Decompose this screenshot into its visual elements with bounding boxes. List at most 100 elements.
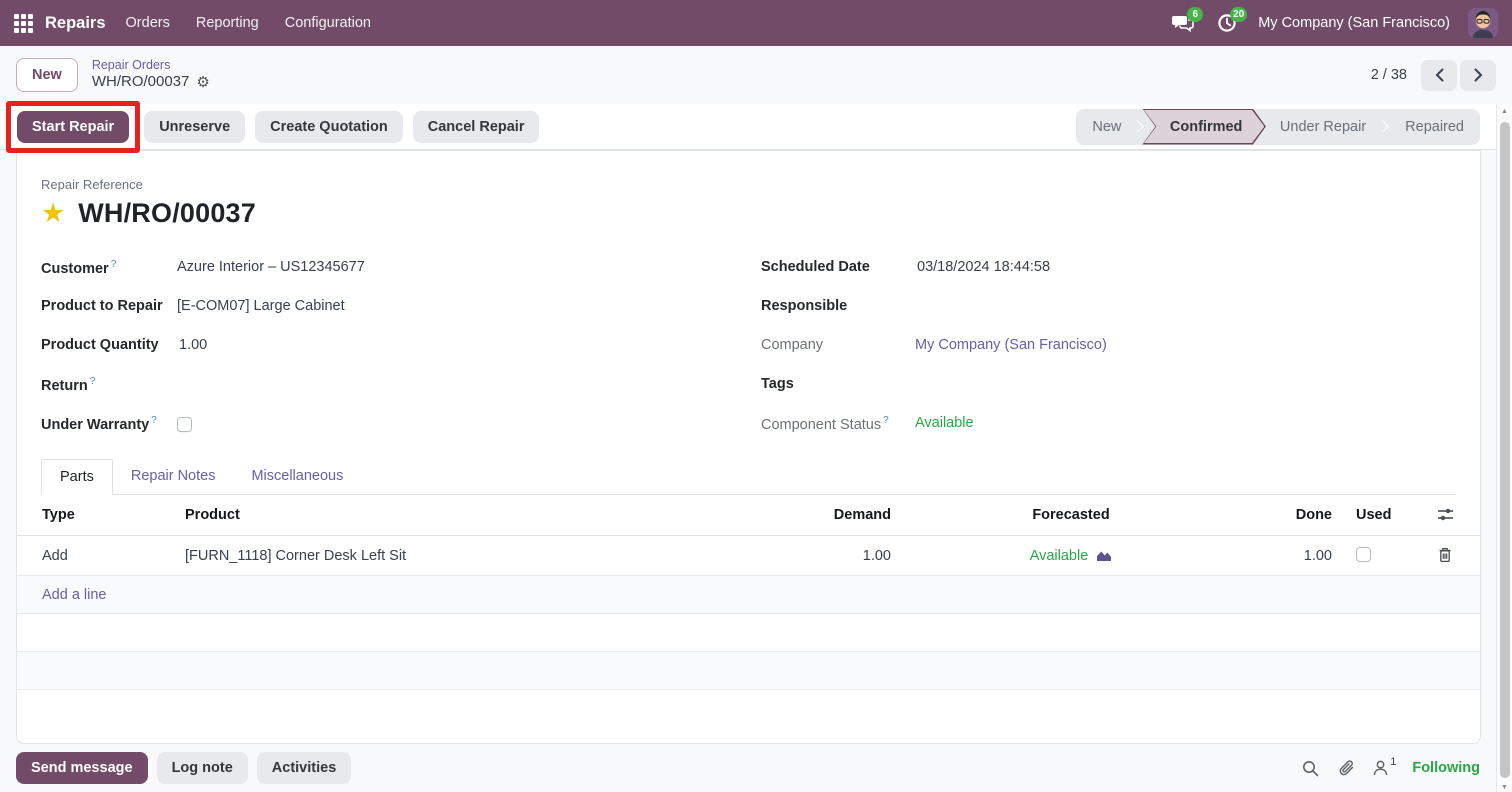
help-icon: ? — [883, 415, 889, 426]
activities-button[interactable]: 20 — [1214, 7, 1248, 35]
column-forecasted[interactable]: Forecasted — [1032, 507, 1110, 523]
chatter-bar: Send message Log note Activities 1 — [0, 744, 1496, 792]
column-demand[interactable]: Demand — [833, 507, 891, 523]
form-statusbar: Start Repair Unreserve Create Quotation … — [0, 101, 1496, 153]
scroll-down-arrow[interactable]: ▼ — [1501, 784, 1508, 791]
optional-columns-button[interactable] — [1435, 505, 1456, 524]
start-repair-button[interactable]: Start Repair — [17, 111, 130, 143]
tab-parts[interactable]: Parts — [41, 459, 113, 495]
delete-row-button[interactable] — [1436, 545, 1454, 565]
breadcrumb-current: WH/RO/00037 — [91, 73, 190, 91]
trash-icon — [1439, 547, 1451, 562]
activities-badge: 20 — [1230, 7, 1248, 22]
menu-orders[interactable]: Orders — [125, 15, 170, 31]
chevron-right-icon — [1474, 68, 1482, 82]
row-used-checkbox[interactable] — [1356, 547, 1371, 562]
notebook-tabs: Parts Repair Notes Miscellaneous — [41, 458, 1456, 495]
app-name[interactable]: Repairs — [45, 13, 106, 32]
messages-button[interactable]: 6 — [1170, 7, 1204, 35]
record-title: WH/RO/00037 — [78, 198, 256, 228]
pager-previous-button[interactable] — [1421, 59, 1457, 91]
under-warranty-checkbox[interactable] — [177, 417, 192, 432]
column-used[interactable]: Used — [1356, 507, 1392, 523]
new-button[interactable]: New — [16, 58, 78, 92]
unreserve-button[interactable]: Unreserve — [144, 110, 246, 143]
sliders-icon — [1437, 508, 1453, 520]
row-forecasted-cell[interactable]: Available — [1030, 548, 1113, 564]
field-company: Company My Company (San Francisco) — [761, 337, 1107, 353]
status-step-confirmed[interactable]: Confirmed — [1142, 109, 1266, 145]
vertical-scrollbar[interactable]: ▲ ▼ — [1496, 104, 1512, 792]
scrollbar-thumb[interactable] — [1499, 122, 1510, 778]
row-done-cell[interactable]: 1.00 — [1303, 547, 1332, 564]
user-avatar[interactable] — [1468, 8, 1498, 38]
clock-icon — [1217, 13, 1237, 33]
column-product[interactable]: Product — [185, 507, 240, 523]
parts-table-row[interactable]: Add [FURN_1118] Corner Desk Left Sit 1.0… — [17, 536, 1480, 576]
field-responsible: Responsible — [761, 298, 848, 314]
customer-value[interactable]: Azure Interior – US12345677 — [177, 259, 365, 275]
empty-table-row — [17, 614, 1480, 652]
field-under-warranty: Under Warranty? — [41, 415, 721, 439]
status-step-new[interactable]: New — [1092, 118, 1122, 135]
field-tags: Tags — [761, 376, 794, 392]
menu-reporting[interactable]: Reporting — [195, 15, 259, 31]
reference-field-label: Repair Reference — [41, 177, 143, 192]
breadcrumb: Repair Orders WH/RO/00037 ⚙ — [92, 58, 210, 92]
empty-table-row — [17, 690, 1480, 743]
paperclip-icon — [1339, 760, 1354, 776]
field-return: Return? — [41, 376, 96, 394]
help-icon: ? — [151, 415, 157, 426]
company-link[interactable]: My Company (San Francisco) — [915, 337, 1107, 353]
activities-button-chatter[interactable]: Activities — [256, 752, 352, 784]
product-quantity-value[interactable]: 1.00 — [179, 337, 208, 353]
product-to-repair-value[interactable]: [E-COM07] Large Cabinet — [177, 298, 345, 314]
field-customer: Customer? Azure Interior – US12345677 — [41, 259, 365, 277]
empty-table-row — [17, 652, 1480, 690]
field-scheduled-date: Scheduled Date 03/18/2024 18:44:58 — [761, 259, 1051, 275]
fields-left-column: Customer? Azure Interior – US12345677 Pr… — [41, 259, 721, 454]
favorite-star-icon[interactable]: ★ — [41, 198, 66, 228]
gear-icon[interactable]: ⚙ — [196, 74, 210, 92]
field-component-status: Component Status? Available — [761, 415, 974, 433]
top-navbar: Repairs Orders Reporting Configuration 6… — [0, 0, 1512, 46]
following-toggle[interactable]: Following — [1412, 760, 1480, 776]
help-icon: ? — [89, 376, 96, 387]
form-sheet: Repair Reference ★ WH/RO/00037 Customer?… — [16, 150, 1481, 744]
status-step-under-repair[interactable]: Under Repair — [1279, 118, 1367, 135]
follower-person-icon — [1373, 760, 1388, 776]
attach-files-button[interactable] — [1337, 757, 1357, 779]
forecast-chart-icon — [1097, 551, 1112, 561]
create-quotation-button[interactable]: Create Quotation — [255, 110, 403, 143]
parts-table-header: Type Product Demand Forecasted Done Used — [17, 495, 1480, 536]
help-icon: ? — [110, 259, 117, 270]
cancel-repair-button[interactable]: Cancel Repair — [412, 110, 540, 143]
log-note-button[interactable]: Log note — [156, 752, 248, 784]
breadcrumb-parent-link[interactable]: Repair Orders — [91, 57, 171, 72]
scheduled-date-value[interactable]: 03/18/2024 18:44:58 — [917, 259, 1051, 275]
tab-miscellaneous[interactable]: Miscellaneous — [251, 468, 344, 484]
field-product-quantity: Product Quantity 1.00 — [41, 337, 208, 353]
apps-grid-icon[interactable] — [14, 13, 33, 33]
search-icon — [1303, 760, 1319, 776]
search-messages-button[interactable] — [1300, 758, 1321, 779]
column-done[interactable]: Done — [1295, 507, 1332, 523]
add-a-line-link[interactable]: Add a line — [42, 586, 107, 603]
row-product-cell[interactable]: [FURN_1118] Corner Desk Left Sit — [185, 547, 407, 564]
component-status-value: Available — [915, 415, 974, 431]
menu-configuration[interactable]: Configuration — [284, 15, 371, 31]
tab-repair-notes[interactable]: Repair Notes — [130, 468, 216, 484]
chevron-left-icon — [1435, 68, 1443, 82]
company-switcher[interactable]: My Company (San Francisco) — [1258, 15, 1450, 31]
row-demand-cell[interactable]: 1.00 — [862, 547, 891, 564]
row-type-cell[interactable]: Add — [42, 547, 68, 564]
pager-next-button[interactable] — [1460, 59, 1496, 91]
followers-button[interactable]: 1 — [1373, 756, 1396, 776]
column-type[interactable]: Type — [42, 507, 75, 523]
scroll-up-arrow[interactable]: ▲ — [1501, 108, 1508, 115]
status-step-repaired[interactable]: Repaired — [1405, 118, 1464, 135]
send-message-button[interactable]: Send message — [16, 752, 148, 784]
status-pipeline: New Confirmed Under Repair Repaired — [1076, 108, 1480, 145]
control-panel: New Repair Orders WH/RO/00037 ⚙ 2 / 38 — [0, 46, 1512, 104]
followers-count: 1 — [1390, 756, 1397, 768]
